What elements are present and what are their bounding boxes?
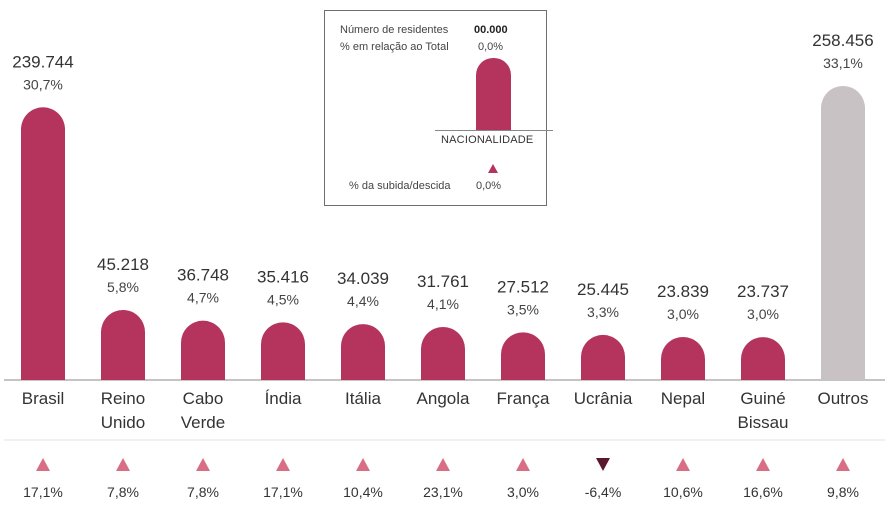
up-triangle-icon <box>836 458 850 471</box>
bar-value-label: 239.744 <box>12 52 73 71</box>
bar-share-label: 3,0% <box>667 306 699 322</box>
change-label: 9,8% <box>827 484 859 500</box>
bar-share-label: 3,5% <box>507 301 539 317</box>
bar-share-label: 4,4% <box>347 293 379 309</box>
down-triangle-icon <box>596 458 610 471</box>
category-label: Ucrânia <box>574 389 633 408</box>
bar-value-label: 23.737 <box>737 282 789 301</box>
category-label: Brasil <box>22 389 65 408</box>
legend-share-value: 0,0% <box>478 41 504 53</box>
bar-value-label: 45.218 <box>97 255 149 274</box>
bar-value-label: 31.761 <box>417 272 469 291</box>
bar-share-label: 30,7% <box>23 76 63 92</box>
category-label: Verde <box>181 413 225 432</box>
bar-value-label: 27.512 <box>497 277 549 296</box>
bar <box>341 324 385 380</box>
up-triangle-icon <box>36 458 50 471</box>
bar-value-label: 34.039 <box>337 269 389 288</box>
bar-share-label: 4,5% <box>267 291 299 307</box>
bar-share-label: 3,0% <box>747 306 779 322</box>
legend-box: Número de residentes 00.000 % em relação… <box>324 10 553 206</box>
up-triangle-icon <box>356 458 370 471</box>
change-label: 10,6% <box>663 484 703 500</box>
category-label: Nepal <box>661 389 705 408</box>
bar-value-label: 25.445 <box>577 280 629 299</box>
change-label: 7,8% <box>107 484 139 500</box>
bar-share-label: 4,1% <box>427 296 459 312</box>
up-triangle-icon <box>516 458 530 471</box>
bar-value-label: 23.839 <box>657 282 709 301</box>
bar <box>821 86 865 380</box>
bar <box>741 337 785 380</box>
category-label: Itália <box>345 389 381 408</box>
bar <box>581 334 625 380</box>
category-label: Guiné <box>740 389 785 408</box>
legend-residents-label: Número de residentes <box>340 24 449 36</box>
legend-bar-sample <box>476 58 511 131</box>
bar-value-label: 258.456 <box>812 31 873 50</box>
legend-change-value: 0,0% <box>476 180 502 192</box>
change-label: -6,4% <box>585 484 622 500</box>
bar-value-label: 36.748 <box>177 266 229 285</box>
category-label: Outros <box>817 389 868 408</box>
up-triangle-icon <box>676 458 690 471</box>
bar <box>101 310 145 380</box>
legend-share-label: % em relação ao Total <box>340 41 449 53</box>
change-label: 16,6% <box>743 484 783 500</box>
change-label: 3,0% <box>507 484 539 500</box>
category-label: Angola <box>417 389 470 408</box>
up-triangle-icon <box>276 458 290 471</box>
change-label: 17,1% <box>263 484 303 500</box>
category-label: Índia <box>265 389 302 408</box>
change-label: 23,1% <box>423 484 463 500</box>
up-triangle-icon <box>116 458 130 471</box>
bar-share-label: 5,8% <box>107 279 139 295</box>
bar <box>501 332 545 380</box>
change-label: 7,8% <box>187 484 219 500</box>
up-triangle-icon <box>436 458 450 471</box>
legend-residents-value: 00.000 <box>474 24 508 36</box>
bar <box>661 336 705 380</box>
up-triangle-icon <box>756 458 770 471</box>
up-triangle-icon <box>196 458 210 471</box>
category-label: Bissau <box>737 413 788 432</box>
bar-value-label: 35.416 <box>257 267 309 286</box>
legend-up-triangle-icon <box>488 164 498 173</box>
legend-axis-line <box>435 130 553 131</box>
bar-share-label: 33,1% <box>823 55 863 71</box>
category-label: Unido <box>101 413 145 432</box>
bar <box>421 326 465 380</box>
category-label: Cabo <box>183 389 224 408</box>
bar <box>261 322 305 380</box>
category-label: França <box>497 389 550 408</box>
bar <box>181 320 225 380</box>
legend-category-label: NACIONALIDADE <box>441 134 534 146</box>
change-label: 17,1% <box>23 484 63 500</box>
category-label: Reino <box>101 389 145 408</box>
legend-change-label: % da subida/descida <box>349 180 451 192</box>
change-label: 10,4% <box>343 484 383 500</box>
bar-share-label: 3,3% <box>587 304 619 320</box>
bar <box>21 107 65 380</box>
bar-share-label: 4,7% <box>187 290 219 306</box>
